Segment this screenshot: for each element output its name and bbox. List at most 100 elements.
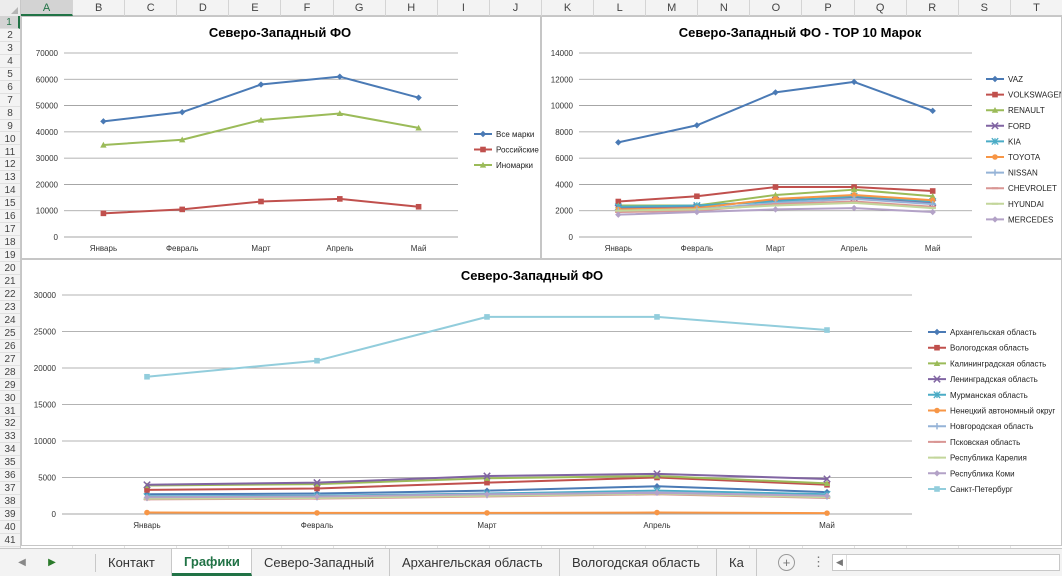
chart-nw-top10[interactable]: Северо-Западный ФО - TOP 10 Марок 0 2000 40… [541,16,1062,259]
column-header-r[interactable]: R [907,0,959,16]
column-header-j[interactable]: J [490,0,542,16]
data-point [693,122,701,129]
row-header-40[interactable]: 40 [0,521,20,534]
row-header-8[interactable]: 8 [0,107,20,120]
sheet-tab[interactable]: Ка [717,549,757,576]
add-sheet-button[interactable]: + [778,554,795,571]
column-header-f[interactable]: F [282,0,334,16]
sheet-tab[interactable]: Северо-Западный [252,549,390,576]
horizontal-scrollbar[interactable]: ◀ [832,554,1060,571]
legend-label: Все марки [496,130,534,139]
column-header-p[interactable]: P [803,0,855,16]
row-header-22[interactable]: 22 [0,288,20,301]
row-header-1[interactable]: 1 [0,16,20,29]
series-8 [615,201,936,212]
column-header-t[interactable]: T [1011,0,1062,16]
next-sheet-button[interactable]: ▶ [48,557,56,568]
data-point [615,198,622,205]
legend-label: Новгородская область [950,422,1033,431]
column-header-a[interactable]: A [21,0,74,16]
x-tick-label: Май [819,521,835,530]
x-tick-label: Февраль [301,521,334,530]
sheet-tab[interactable]: Графики [172,549,252,576]
row-header-9[interactable]: 9 [0,120,20,133]
row-header-38[interactable]: 38 [0,495,20,509]
data-point [336,73,343,80]
column-header-m[interactable]: M [646,0,699,16]
row-header-2[interactable]: 2 [0,29,20,42]
column-header-o[interactable]: O [750,0,803,16]
row-header-11[interactable]: 11 [0,146,20,159]
worksheet-grid[interactable]: Северо-Западный ФО 0 10000 20000 30000 40000 5… [21,16,1062,548]
row-header-17[interactable]: 17 [0,223,20,237]
row-header-15[interactable]: 15 [0,197,20,211]
chart-nw-regions[interactable]: Северо-Западный ФО 0 5000 10000 15000 20000 25… [21,259,1062,546]
row-header-18[interactable]: 18 [0,236,20,250]
row-header-16[interactable]: 16 [0,210,20,224]
more-options-icon[interactable]: ⋮ [812,554,825,569]
column-header-e[interactable]: E [229,0,282,16]
row-header-23[interactable]: 23 [0,301,20,314]
column-header-g[interactable]: G [334,0,386,16]
column-header-b[interactable]: B [73,0,126,16]
select-all-corner[interactable] [0,0,21,16]
prev-sheet-button[interactable]: ◀ [18,557,26,568]
row-header-27[interactable]: 27 [0,353,20,366]
data-point [772,196,779,202]
row-header-35[interactable]: 35 [0,456,20,470]
scroll-left-button[interactable]: ◀ [833,555,847,570]
data-point [143,494,151,501]
sheet-tab[interactable]: Вологодская область [560,549,717,576]
column-header-i[interactable]: I [438,0,490,16]
x-tick-label: Апрель [643,521,670,530]
column-header-c[interactable]: C [125,0,178,16]
sheet-tab[interactable]: Архангельская область [390,549,560,576]
row-header-29[interactable]: 29 [0,379,20,392]
row-header-5[interactable]: 5 [0,68,20,81]
legend-marker [933,360,941,366]
x-tick-label: Апрель [326,244,353,253]
row-header-12[interactable]: 12 [0,158,20,172]
row-header-10[interactable]: 10 [0,133,20,146]
row-header-4[interactable]: 4 [0,55,20,68]
row-header-3[interactable]: 3 [0,42,20,55]
column-header-s[interactable]: S [959,0,1011,16]
row-header-14[interactable]: 14 [0,184,20,198]
legend-marker [933,391,941,399]
row-header-39[interactable]: 39 [0,508,20,521]
column-header-q[interactable]: Q [855,0,907,16]
column-header-l[interactable]: L [594,0,647,16]
chart-svg: Северо-Западный ФО 0 10000 20000 30000 40000 5… [36,25,540,253]
row-header-25[interactable]: 25 [0,327,20,340]
row-header-13[interactable]: 13 [0,171,20,185]
row-header-34[interactable]: 34 [0,443,20,457]
data-point [850,204,858,212]
column-header-h[interactable]: H [386,0,438,16]
data-point [100,118,107,125]
row-header-26[interactable]: 26 [0,340,20,353]
row-header-37[interactable]: 37 [0,482,20,496]
row-header-21[interactable]: 21 [0,275,20,288]
row-header-30[interactable]: 30 [0,392,20,405]
column-header-k[interactable]: K [542,0,595,16]
column-header-d[interactable]: D [177,0,230,16]
row-header-28[interactable]: 28 [0,366,20,379]
legend-marker [991,169,999,176]
row-header-19[interactable]: 19 [0,249,20,262]
row-header-6[interactable]: 6 [0,81,20,94]
series-1 [100,196,422,217]
row-header-31[interactable]: 31 [0,405,20,418]
data-point [772,206,779,213]
row-header-7[interactable]: 7 [0,94,20,107]
sheet-tab[interactable]: Контакт [96,549,172,576]
row-header-36[interactable]: 36 [0,469,20,483]
row-header-41[interactable]: 41 [0,534,20,547]
row-header-32[interactable]: 32 [0,417,20,431]
row-header-24[interactable]: 24 [0,314,20,327]
row-header-20[interactable]: 20 [0,262,20,275]
column-header-n[interactable]: N [698,0,751,16]
data-point [484,314,490,320]
row-header-33[interactable]: 33 [0,430,20,444]
chart-nw-total[interactable]: Северо-Западный ФО 0 10000 20000 30000 40000 5… [21,16,541,259]
